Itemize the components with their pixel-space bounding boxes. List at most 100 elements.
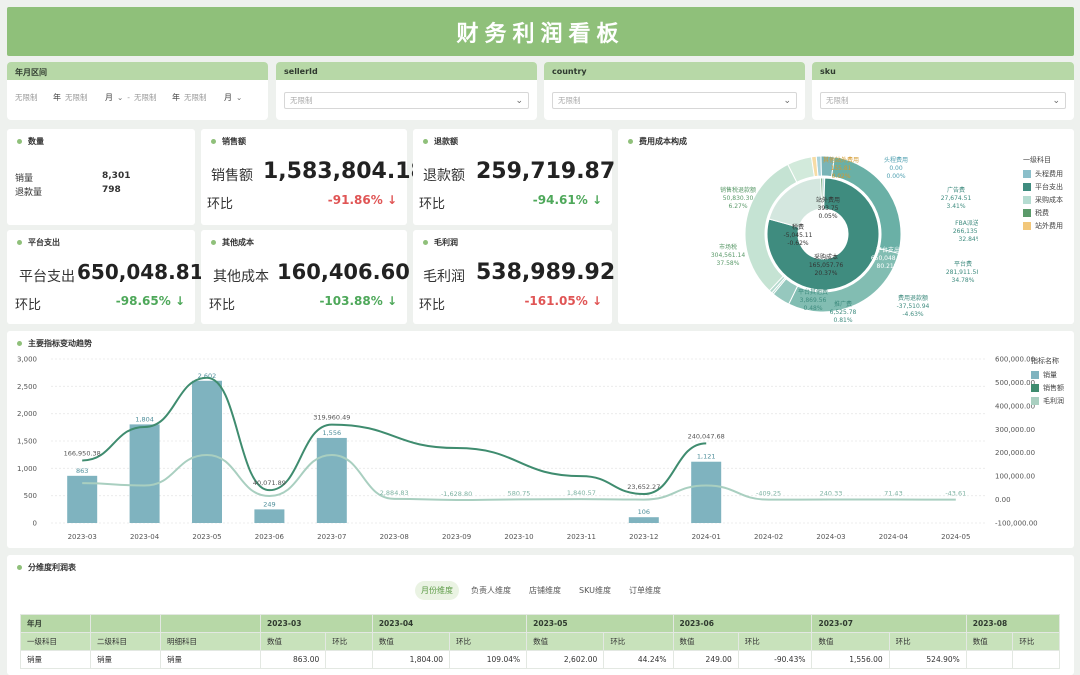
platform-card: 平台支出 平台支出 650,048.81 环比 -98.65% ↓: [7, 230, 204, 324]
profit-label: 1,840.57: [567, 489, 596, 497]
legend-label: 平台支出: [1035, 183, 1063, 191]
table-header-row: 年月 2023-03 2023-04 2023-05 2023-06 2023-…: [20, 614, 1061, 633]
legend-item[interactable]: 销售额: [1031, 383, 1064, 393]
donut-label: 平台费: [954, 260, 972, 268]
x-tick: 2023-08: [380, 533, 409, 541]
tab-order[interactable]: 订单维度: [628, 586, 661, 595]
legend-swatch: [1023, 183, 1031, 191]
donut-label: 165,057.76: [809, 262, 844, 269]
donut-label: 304,561.14: [711, 252, 746, 259]
table-subheader-row: 一级科目 二级科目 明细科目 数值 环比 数值 环比 数值 环比 数值 环比 数值 环比 数值 环比: [20, 632, 1060, 651]
start-year-placeholder[interactable]: 无限制: [15, 93, 38, 102]
kpi-label: 平台支出: [19, 269, 75, 285]
header-cell: [90, 614, 161, 633]
trend-card: 主要指标变动趋势 3,000 2,500 2,000 1,500 1,000 500 0 60…: [7, 331, 1074, 548]
kpi-hb-value: -94.61% ↓: [532, 193, 602, 207]
donut-label: 0.00: [889, 165, 903, 172]
header-cell: 2023-03: [260, 614, 373, 633]
legend-item[interactable]: 税费: [1023, 208, 1063, 218]
page-header: 财务利润看板: [7, 7, 1074, 56]
bar: [192, 380, 222, 523]
profit-label: 2,884.83: [380, 489, 409, 497]
profit-label: -409.25: [756, 490, 781, 498]
kpi-hb-label: 环比: [419, 298, 446, 313]
donut-label: -0.62%: [787, 240, 809, 247]
legend-item[interactable]: 采购成本: [1023, 195, 1063, 205]
country-select[interactable]: 无限制 ⌄: [552, 92, 797, 109]
header-cell: 2023-07: [811, 614, 967, 633]
legend-item[interactable]: 站外费用: [1023, 221, 1063, 231]
donut-label: -5,045.11: [784, 232, 813, 239]
tab-owner[interactable]: 负责人维度: [471, 586, 511, 595]
kpi-hb-value: -98.65% ↓: [115, 294, 185, 308]
bar-label: 863: [76, 467, 88, 475]
arrow-down-icon: ↓: [386, 193, 397, 207]
sales-line: [82, 376, 707, 496]
end-year-placeholder[interactable]: 无限制: [134, 93, 157, 102]
card-title: 数量: [28, 137, 44, 146]
legend-item[interactable]: 毛利润: [1031, 396, 1064, 406]
legend-item[interactable]: 头程费用: [1023, 169, 1063, 179]
donut-label: 站外费用: [816, 196, 840, 204]
sku-filter-label: sku: [812, 62, 1074, 80]
year-label: 年: [53, 93, 61, 102]
chevron-down-icon[interactable]: ⌄: [117, 93, 124, 102]
y-right-tick: -100,000.00: [995, 520, 1038, 528]
table-cell: 1,804.00: [371, 650, 451, 669]
end-month-placeholder[interactable]: 无限制: [184, 93, 207, 102]
bar-label: 249: [263, 500, 275, 508]
bar-label: 2,602: [198, 372, 217, 380]
x-tick: 2023-11: [567, 533, 596, 541]
donut-label: 50,830.30: [723, 195, 754, 202]
kpi-label: 退款额: [423, 168, 465, 184]
kpi-hb-value: -103.88% ↓: [319, 294, 397, 308]
header-cell: 2023-04: [371, 614, 528, 633]
header-cell: [160, 614, 261, 633]
donut-label: 32.84%: [959, 236, 978, 243]
start-month-placeholder[interactable]: 无限制: [65, 93, 88, 102]
legend-item[interactable]: 平台支出: [1023, 182, 1063, 192]
tab-store[interactable]: 店铺维度: [529, 586, 561, 595]
sales-card: 销售额 销售额 1,583,804.18 环比 -91.86% ↓: [201, 129, 426, 225]
y-left-tick: 2,500: [17, 383, 37, 391]
chevron-down-icon[interactable]: ⌄: [236, 93, 243, 102]
header-cell: 年月: [20, 614, 91, 633]
table-row[interactable]: 销量 销量 销量 863.00 1,804.00 109.04% 2,602.00 44.24…: [20, 650, 1060, 669]
table-cell: -90.43%: [737, 650, 813, 669]
legend-swatch: [1023, 222, 1031, 230]
table-cell: 524.90%: [888, 650, 967, 669]
donut-label: 平台其他费: [798, 288, 828, 296]
country-filter-label: country: [544, 62, 805, 80]
x-tick: 2024-05: [941, 533, 970, 541]
profit-label: 580.75: [508, 489, 531, 497]
table-cell: 1,556.00: [811, 650, 890, 669]
legend-item[interactable]: 销量: [1031, 370, 1064, 380]
sku-select[interactable]: 无限制 ⌄: [820, 92, 1066, 109]
y-left-tick: 3,000: [17, 356, 37, 364]
tab-month[interactable]: 月份维度: [415, 581, 459, 600]
profit-table: 年月 2023-03 2023-04 2023-05 2023-06 2023-…: [20, 614, 1061, 669]
x-tick: 2023-05: [192, 533, 221, 541]
bullet-icon: [211, 240, 216, 245]
sales-qty-value: 8,301: [102, 171, 131, 181]
donut-label: 266,135.85: [953, 228, 978, 235]
seller-select[interactable]: 无限制 ⌄: [284, 92, 529, 109]
bar: [691, 461, 722, 523]
seller-placeholder: 无限制: [290, 96, 313, 105]
tab-sku[interactable]: SKU维度: [579, 586, 611, 595]
bar: [316, 437, 347, 523]
donut-slice: [766, 177, 880, 291]
legend-label: 税费: [1035, 209, 1049, 217]
table-cell: 44.24%: [603, 650, 674, 669]
header-cell: 2023-06: [672, 614, 813, 633]
arrow-down-icon: ↓: [591, 193, 602, 207]
refund-card: 退款额 退款额 259,719.87 环比 -94.61% ↓: [413, 129, 615, 225]
subheader-cell: 数值: [371, 632, 451, 651]
trend-legend: 指标名称 销量 销售额 毛利润: [1031, 356, 1064, 409]
donut-label: 税费: [792, 223, 804, 231]
bullet-icon: [17, 139, 22, 144]
country-placeholder: 无限制: [558, 96, 581, 105]
other-cost-card: 其他成本 其他成本 160,406.60 环比 -103.88% ↓: [201, 230, 410, 324]
header-cell: 2023-05: [526, 614, 674, 633]
sales-qty-label: 销量: [15, 174, 34, 184]
